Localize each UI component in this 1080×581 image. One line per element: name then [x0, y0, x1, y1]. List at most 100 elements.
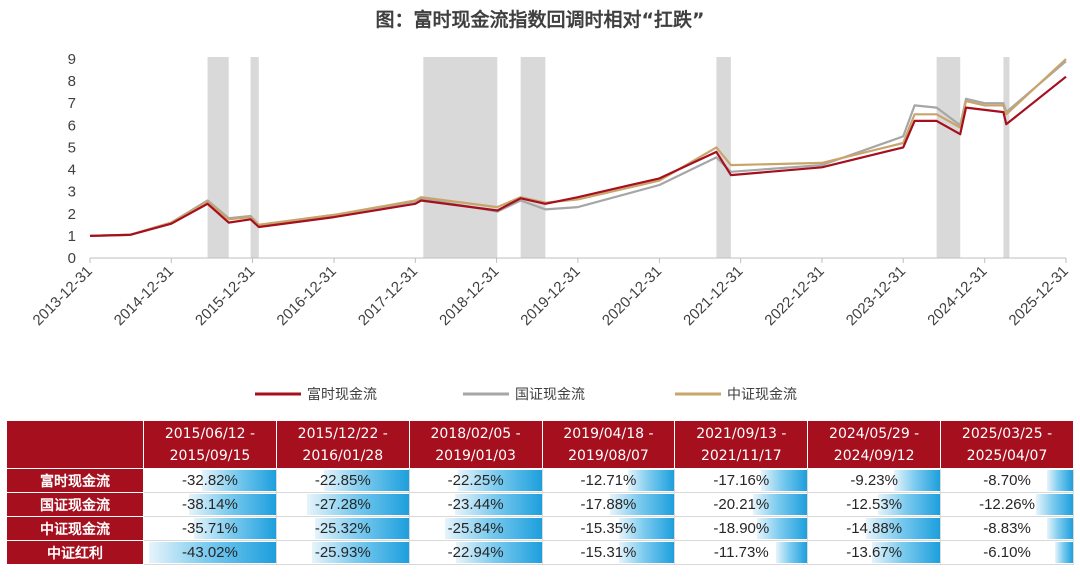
drawdown-table: 2015/06/12 - 2015/09/15 2015/12/22 - 2016/0…	[6, 420, 1074, 565]
series-line-3	[89, 58, 1067, 237]
drawdown-value: -20.21%	[713, 496, 770, 513]
drawdown-cell: -22.25%	[408, 468, 543, 493]
x-tick-label: 2021-12-31	[680, 263, 746, 329]
drawdown-bar	[761, 470, 808, 491]
x-tick-label: 2018-12-31	[436, 263, 502, 329]
y-tick-label: 7	[68, 95, 76, 112]
drawdown-cell: -9.23%	[807, 468, 942, 493]
period-header-3: 2018/02/05 - 2019/01/03	[408, 420, 543, 469]
table-row: 国证现金流 -38.14% -27.28% -23.44% -17.88% -20.21%…	[6, 492, 1074, 517]
drawdown-value: -15.31%	[580, 544, 637, 561]
row-label: 中证现金流	[6, 516, 144, 541]
drawdown-cell: -22.85%	[275, 468, 410, 493]
period-header-7: 2025/03/25 - 2025/04/07	[940, 420, 1074, 469]
drawdown-bar	[1046, 470, 1073, 491]
drawdown-cell: -43.02%	[143, 540, 277, 565]
drawdown-bar	[753, 494, 808, 515]
shaded-periods	[207, 57, 1010, 258]
drawdown-value: -6.10%	[983, 544, 1031, 561]
drawdown-bar	[454, 494, 542, 515]
drawdown-value: -38.14%	[181, 496, 238, 513]
shaded-period-6	[936, 57, 961, 258]
x-tick-label: 2016-12-31	[274, 263, 340, 329]
period-start: 2024/05/29 -	[829, 425, 920, 442]
table-body: 富时现金流 -32.82% -22.85% -22.25% -12.71% -17.16%…	[6, 468, 1074, 565]
drawdown-bar	[628, 470, 675, 491]
row-label: 中证红利	[6, 540, 144, 565]
drawdown-bar	[609, 494, 675, 515]
drawdown-cell: -32.82%	[143, 468, 277, 493]
drawdown-bar	[893, 470, 941, 491]
drawdown-bar	[445, 518, 542, 539]
x-tick-label: 2025-12-31	[1006, 263, 1072, 329]
drawdown-value: -35.71%	[181, 520, 238, 537]
shaded-period-3	[423, 57, 498, 258]
legend-label-2: 国证现金流	[515, 387, 585, 403]
series-line-1	[89, 75, 1067, 237]
x-tick-label: 2014-12-31	[111, 263, 177, 329]
x-tick-label: 2013-12-31	[30, 263, 96, 329]
drawdown-bar	[455, 542, 542, 563]
drawdown-cell: -27.28%	[275, 492, 410, 517]
drawdown-cell: -12.71%	[541, 468, 676, 493]
period-start: 2018/02/05 -	[430, 425, 521, 442]
drawdown-value: -17.88%	[580, 496, 637, 513]
drawdown-value: -18.90%	[713, 520, 770, 537]
drawdown-cell: -20.21%	[674, 492, 809, 517]
period-header-4: 2019/04/18 - 2019/08/07	[541, 420, 676, 469]
drawdown-value: -25.93%	[314, 544, 371, 561]
drawdown-value: -15.35%	[580, 520, 637, 537]
period-header-6: 2024/05/29 - 2024/09/12	[807, 420, 942, 469]
shaded-period-7	[1003, 57, 1010, 258]
drawdown-cell: -13.67%	[807, 540, 942, 565]
shaded-period-4	[520, 57, 546, 258]
period-start: 2025/03/25 -	[961, 425, 1053, 442]
drawdown-value: -9.23%	[850, 472, 898, 489]
drawdown-cell: -6.10%	[940, 540, 1074, 565]
shaded-period-1	[207, 57, 229, 258]
drawdown-cell: -23.44%	[408, 492, 543, 517]
drawdown-cell: -8.83%	[940, 516, 1074, 541]
period-start: 2019/04/18 -	[563, 425, 654, 442]
chart-title: 图：富时现金流指数回调时相对“扛跌”	[376, 8, 705, 31]
drawdown-cell: -15.35%	[541, 516, 676, 541]
drawdown-bar	[458, 470, 542, 491]
period-header-1: 2015/06/12 - 2015/09/15	[143, 420, 277, 469]
drawdown-cell: -18.90%	[674, 516, 809, 541]
y-tick-label: 1	[68, 228, 76, 245]
table-corner	[6, 420, 144, 469]
period-header-5: 2021/09/13 - 2021/11/17	[674, 420, 809, 469]
drawdown-cell: -12.53%	[807, 492, 942, 517]
y-tick-label: 0	[68, 250, 76, 267]
drawdown-cell: -11.73%	[674, 540, 809, 565]
period-end: 2024/09/12	[833, 447, 915, 464]
drawdown-value: -32.82%	[181, 472, 238, 489]
x-tick-label: 2022-12-31	[761, 263, 827, 329]
drawdown-value: -8.83%	[983, 520, 1031, 537]
drawdown-cell: -25.84%	[408, 516, 543, 541]
drawdown-cell: -14.88%	[807, 516, 942, 541]
drawdown-bar	[1036, 494, 1073, 515]
period-end: 2016/01/28	[302, 447, 384, 464]
drawdown-cell: -17.88%	[541, 492, 676, 517]
y-tick-label: 9	[68, 51, 76, 68]
drawdown-cell: -12.26%	[940, 492, 1074, 517]
drawdown-value: -25.32%	[314, 520, 371, 537]
drawdown-bar	[619, 518, 675, 539]
period-header-2: 2015/12/22 - 2016/01/28	[275, 420, 410, 469]
y-tick-label: 8	[68, 73, 76, 90]
period-start: 2021/09/13 -	[696, 425, 787, 442]
y-tick-label: 2	[68, 206, 76, 223]
drawdown-bar	[871, 542, 941, 563]
x-tick-label: 2015-12-31	[192, 263, 258, 329]
drawdown-bar	[188, 494, 276, 515]
period-end: 2015/09/15	[169, 447, 251, 464]
drawdown-bar	[194, 518, 276, 539]
drawdown-bar	[307, 494, 409, 515]
drawdown-cell: -25.93%	[275, 540, 410, 565]
period-end: 2019/01/03	[435, 447, 516, 464]
legend-label-3: 中证现金流	[727, 387, 797, 403]
drawdown-value: -13.67%	[846, 544, 903, 561]
period-start: 2015/06/12 -	[164, 425, 256, 442]
